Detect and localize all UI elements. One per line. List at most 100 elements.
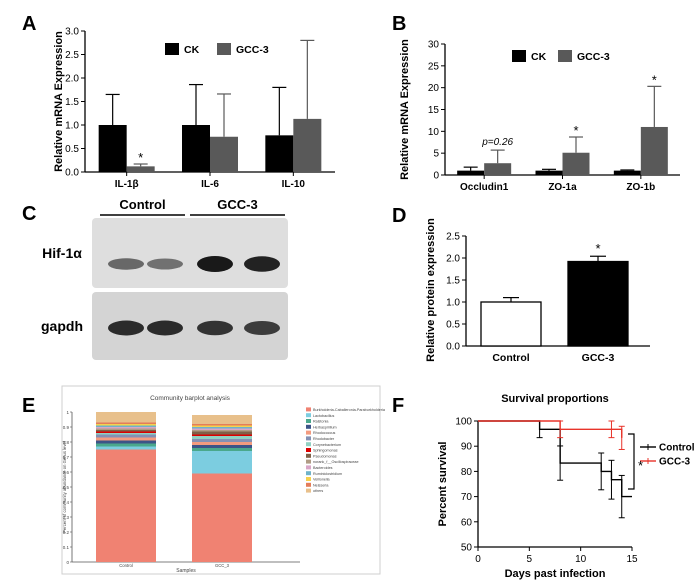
y-tick-label: 2.0 <box>446 254 460 265</box>
x-tick-label: Control <box>492 352 529 364</box>
x-tick-label: IL-1β <box>115 179 139 190</box>
y-tick-label: 0.0 <box>446 342 460 353</box>
legend-label: Corynebacterium <box>313 443 341 447</box>
y-tick-label: 1.0 <box>65 121 79 132</box>
blot-band <box>108 258 144 270</box>
y-axis-label: Percent of community abundance on Genus … <box>62 441 67 533</box>
legend-label: Neisseria <box>313 483 329 487</box>
y-tick-label: 0.9 <box>63 425 70 430</box>
y-tick-label: 0.0 <box>65 168 79 179</box>
y-tick-label: 30 <box>428 40 440 51</box>
bar-ck-2 <box>265 135 294 172</box>
stack-segment-9 <box>96 428 156 430</box>
significance-label: * <box>652 72 657 87</box>
bar-ck-1 <box>535 170 563 175</box>
panel-letter-a: A <box>22 13 36 35</box>
panel-c-western-blot: Control GCC-3 Hif-1α gapdh <box>41 197 288 360</box>
bar-gcc-3-0 <box>126 166 155 172</box>
legend-swatch <box>306 424 311 429</box>
x-tick-label: 10 <box>575 554 587 565</box>
stack-segment-5 <box>192 439 252 442</box>
y-tick-label: 100 <box>455 417 472 428</box>
y-tick-label: 70 <box>461 492 473 503</box>
x-tick-label: 15 <box>626 554 638 565</box>
legend-label: Sphingomonas <box>313 449 338 453</box>
stack-segment-4 <box>192 442 252 445</box>
x-tick-label: GCC-3 <box>582 352 615 364</box>
x-axis-label: Samples <box>176 568 196 574</box>
blot-row-label: gapdh <box>41 318 83 334</box>
y-tick-label: 2.5 <box>65 50 79 61</box>
blot-band <box>244 321 280 335</box>
group-label-gcc-3: GCC-3 <box>217 197 257 212</box>
legend-label: Veillonella <box>313 478 331 482</box>
legend-swatch <box>306 413 311 418</box>
x-tick-label: 0 <box>475 554 481 565</box>
y-tick-label: 0.6 <box>63 470 70 475</box>
legend-label-gcc-3: GCC-3 <box>236 44 269 56</box>
group-label-control: Control <box>119 197 165 212</box>
y-tick-label: 5 <box>433 149 439 160</box>
stack-segment-1 <box>96 446 156 450</box>
stack-segment-12 <box>96 424 156 426</box>
y-tick-label: 10 <box>428 127 440 138</box>
legend-label: others <box>313 489 323 493</box>
blot-row-label: Hif-1α <box>42 245 82 261</box>
y-tick-label: 0.1 <box>63 545 70 550</box>
y-tick-label: 0.5 <box>65 144 79 155</box>
stack-segment-14 <box>192 415 252 424</box>
stack-segment-0 <box>192 473 252 562</box>
stack-segment-10 <box>96 427 156 429</box>
x-tick-label: Occludin1 <box>460 182 509 193</box>
bar-ck-1 <box>182 125 210 172</box>
panel-letter-e: E <box>22 395 35 417</box>
chart-title: Survival proportions <box>501 393 609 405</box>
bar-gcc-3-1 <box>210 136 238 172</box>
blot-band <box>244 256 280 272</box>
y-axis-label: Relative mRNA Expression <box>53 31 65 172</box>
stack-segment-0 <box>96 449 156 562</box>
y-tick-label: 0.4 <box>63 500 70 505</box>
panel-letter-f: F <box>392 395 404 417</box>
stack-segment-6 <box>96 433 156 435</box>
y-tick-label: 0 <box>66 560 69 565</box>
panel-e-stacked-bar-chart: Community barplot analysis 0 0.1 0.2 0.3 0.4 0… <box>61 385 386 575</box>
legend-swatch <box>306 448 311 452</box>
stack-segment-13 <box>192 424 252 426</box>
x-tick-label: IL-6 <box>201 179 219 190</box>
significance-label: * <box>138 150 143 165</box>
bar-gcc-3-2 <box>293 118 322 172</box>
blot-band <box>147 258 183 270</box>
legend-swatch-ck <box>165 43 179 55</box>
legend-swatch-gcc-3 <box>558 50 572 62</box>
significance-label: * <box>573 123 578 138</box>
bar-ck-0 <box>457 170 485 175</box>
x-tick-label: 5 <box>527 554 533 565</box>
blot-membrane-0 <box>92 218 288 288</box>
y-tick-label: 20 <box>428 83 440 94</box>
stack-segment-3 <box>96 440 156 444</box>
significance-bracket <box>628 433 635 490</box>
y-tick-label: 0.5 <box>446 320 460 331</box>
legend-label-gcc-3: GCC-3 <box>577 51 610 63</box>
legend-label: Pseudomonas <box>313 454 337 458</box>
stack-segment-7 <box>96 431 156 433</box>
stack-segment-2 <box>192 448 252 451</box>
stack-segment-11 <box>192 427 252 429</box>
stack-segment-14 <box>96 412 156 423</box>
legend-swatch <box>306 442 311 447</box>
y-tick-label: 2.0 <box>65 74 79 85</box>
legend-swatch <box>306 471 311 476</box>
stack-segment-2 <box>96 443 156 447</box>
stack-segment-1 <box>192 451 252 474</box>
y-tick-label: 3.0 <box>65 27 79 38</box>
panel-letters: A B C D E F <box>22 13 406 417</box>
y-tick-label: 1.5 <box>65 97 79 108</box>
legend-swatch <box>306 477 311 481</box>
legend-label: Rhodococcus <box>313 431 335 435</box>
stack-segment-9 <box>192 430 252 432</box>
legend-swatch-gcc-3 <box>217 43 231 55</box>
legend-swatch-ck <box>512 50 526 62</box>
y-tick-label: 1.0 <box>446 298 460 309</box>
